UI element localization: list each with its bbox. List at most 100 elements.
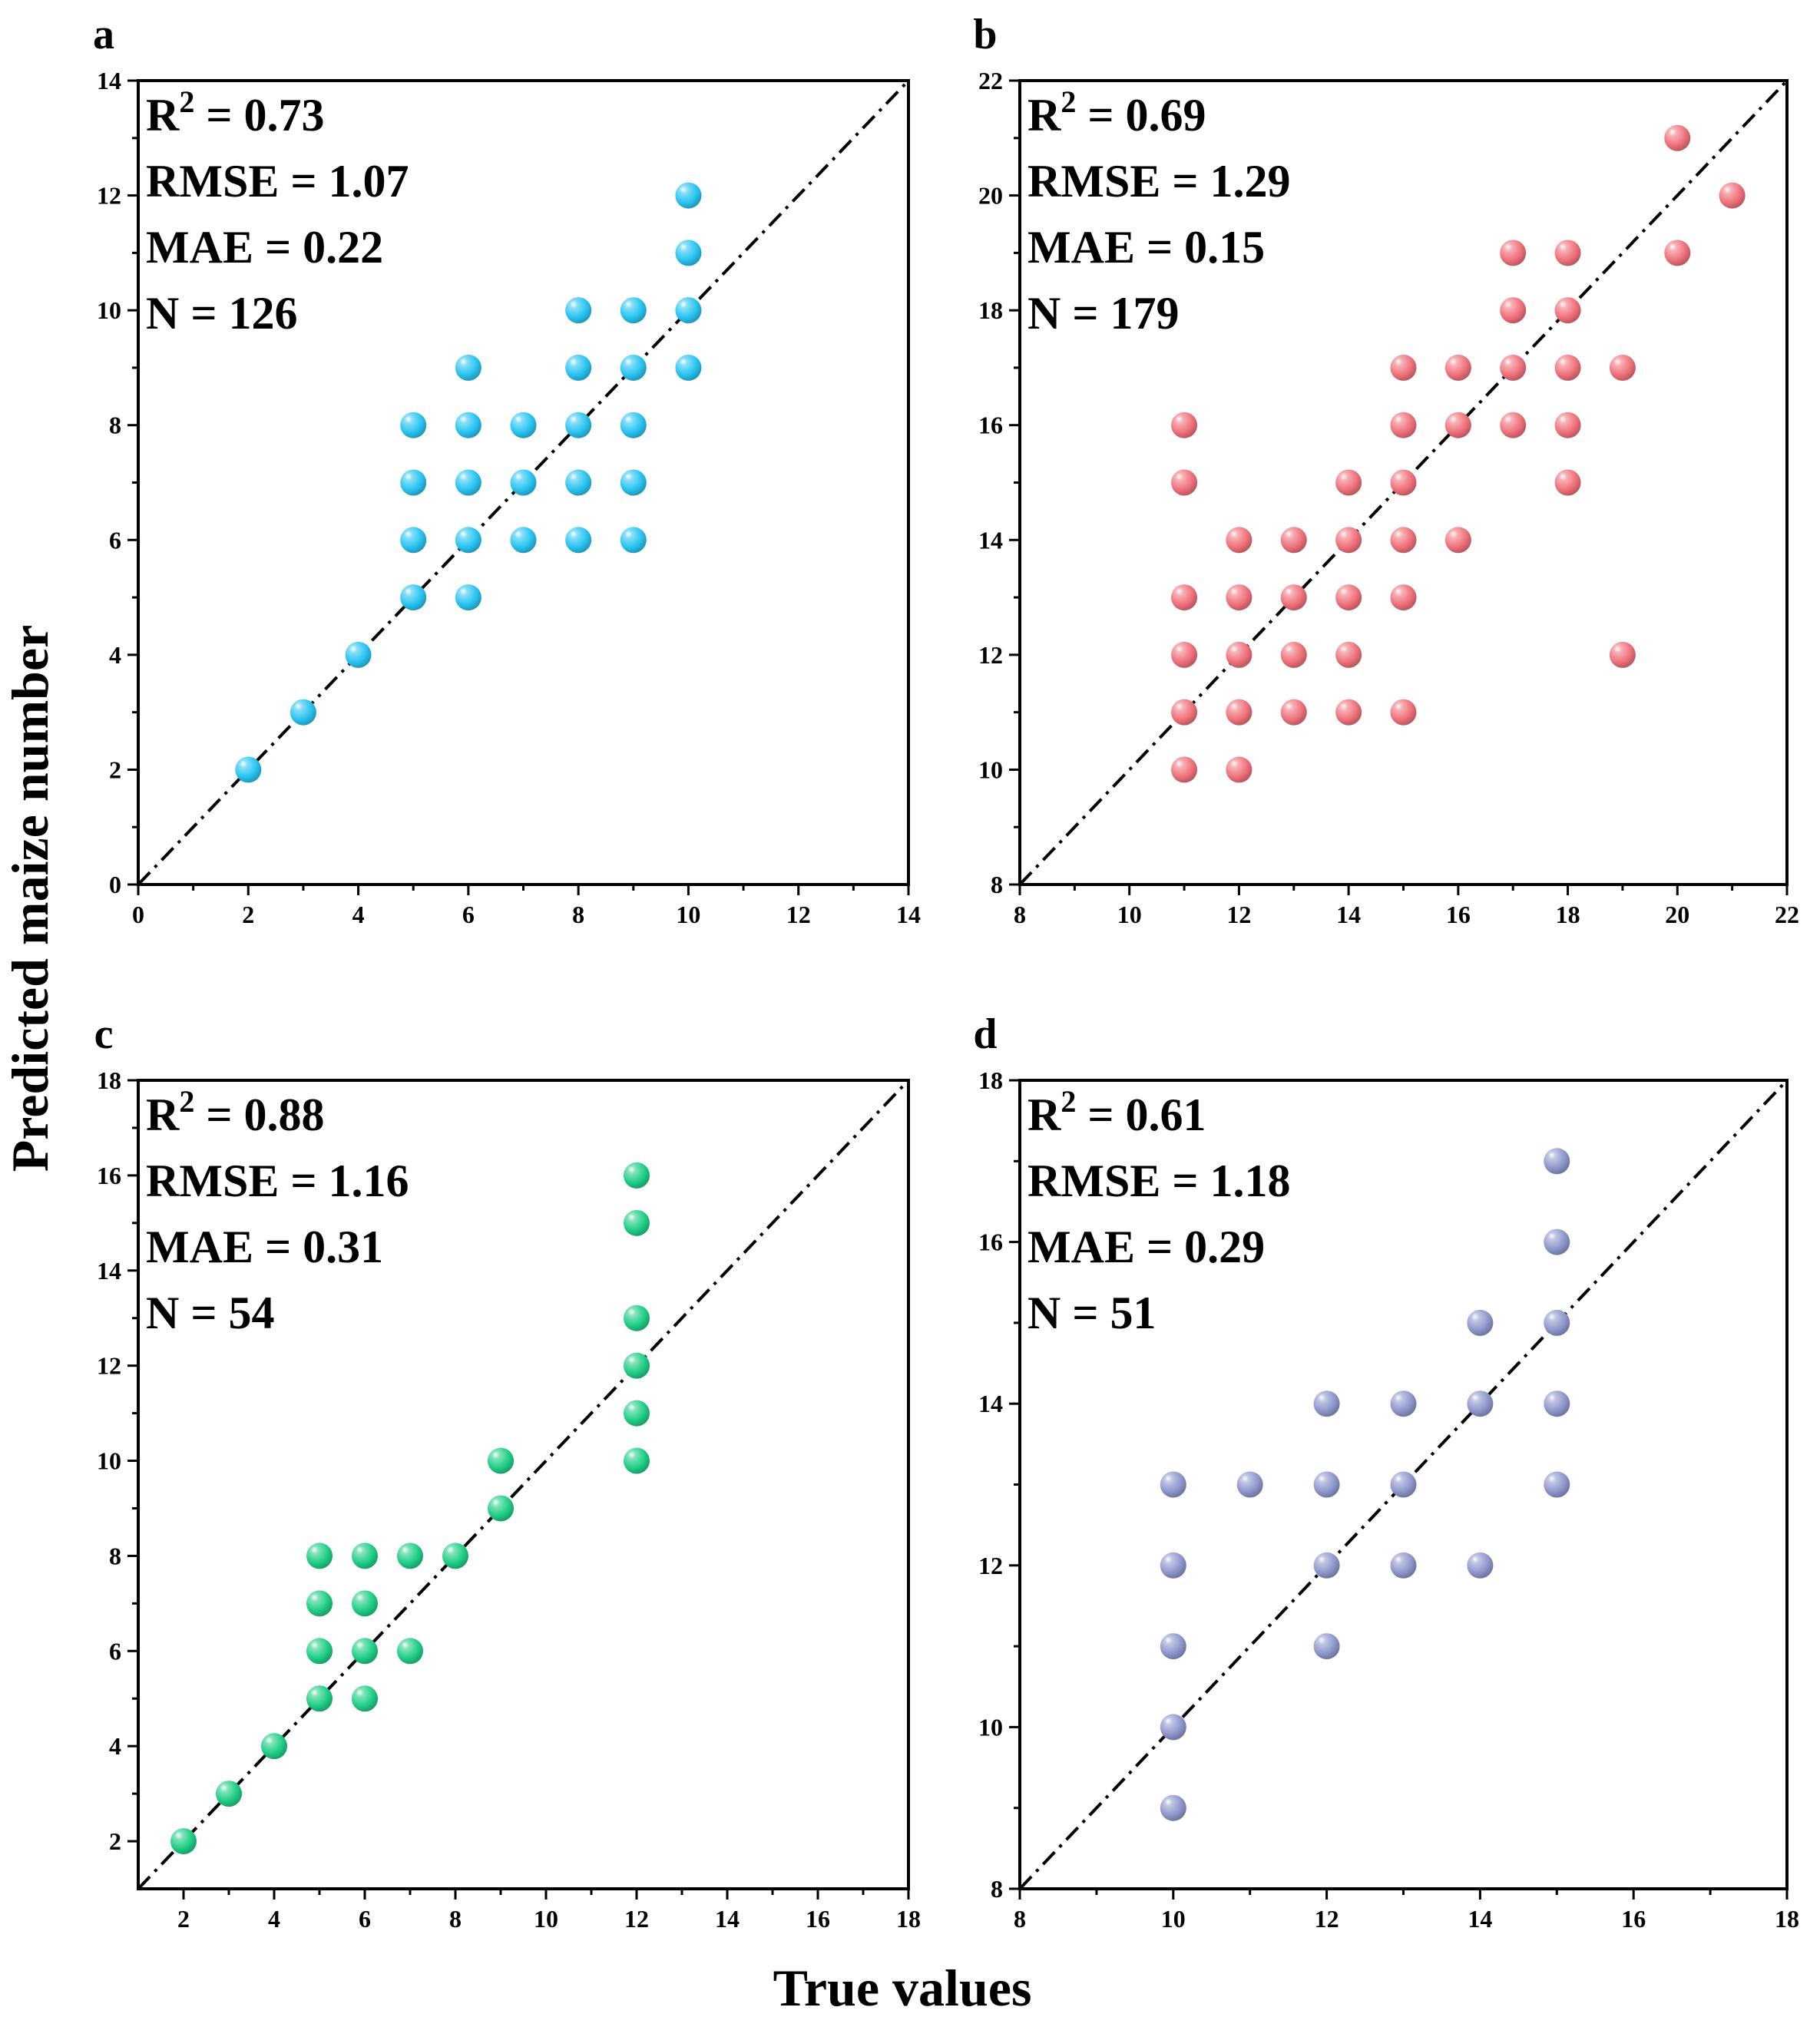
y-tick-label: 16 (97, 1162, 121, 1189)
panel-b: b 8 10 12 14 16 18 20 22 8 10 12 14 16 18 20 22 R2 = 0.69… (973, 11, 1799, 928)
data-point (1226, 584, 1252, 611)
data-point (216, 1781, 242, 1807)
data-point (400, 469, 427, 496)
data-point (1390, 527, 1417, 554)
x-tick-label: 16 (806, 1905, 830, 1933)
panel-c: c 2 4 6 8 10 12 14 16 18 2 4 6 8 10 12 14 16 18 R2 = 0.88 RM… (94, 1010, 921, 1933)
stat-n: N = 54 (146, 1288, 275, 1338)
data-point (1313, 1633, 1340, 1660)
data-point (1544, 1148, 1570, 1175)
y-tick-label: 2 (109, 1827, 121, 1855)
data-point (455, 469, 481, 496)
stat-rmse: RMSE = 1.16 (146, 1156, 409, 1206)
data-point (1390, 1471, 1417, 1498)
stat-n: N = 126 (146, 288, 298, 339)
data-point (1390, 584, 1417, 611)
x-tick-label: 10 (676, 901, 700, 928)
x-tick-label: 4 (268, 1905, 280, 1933)
data-point (1335, 699, 1362, 726)
axes-frame (137, 79, 910, 886)
data-point (1160, 1714, 1186, 1741)
data-point (1335, 469, 1362, 496)
y-tick-label: 18 (97, 1066, 121, 1094)
data-point (352, 1543, 378, 1569)
data-point (620, 297, 647, 324)
data-point (1467, 1390, 1494, 1417)
data-point (1554, 240, 1581, 266)
data-point (1160, 1794, 1186, 1821)
y-tick-label: 12 (97, 1352, 121, 1380)
data-point (455, 584, 481, 611)
data-point (510, 469, 537, 496)
stat-rmse: RMSE = 1.07 (146, 156, 409, 207)
data-point (675, 297, 702, 324)
panel-d: d 8 10 12 14 16 18 8 10 12 14 16 18 R2 = 0.61 RMSE = 1… (973, 1010, 1799, 1933)
x-tick-label: 8 (1014, 901, 1026, 928)
x-tick-label: 18 (896, 1905, 921, 1933)
stat-r2: R2 = 0.88 (146, 1084, 325, 1140)
data-point (306, 1590, 333, 1617)
data-point (624, 1162, 650, 1189)
data-point (1171, 756, 1198, 783)
y-axis-title: Predicted maize number (1, 625, 59, 1172)
y-tick-label: 12 (978, 1552, 1003, 1579)
y-tick-label: 18 (978, 1066, 1003, 1094)
data-point (624, 1304, 650, 1331)
data-point (1664, 124, 1691, 151)
x-tick-label: 14 (1336, 901, 1361, 928)
x-tick-label: 12 (1315, 1905, 1339, 1933)
y-tick-label: 6 (109, 1637, 121, 1665)
data-point (261, 1733, 287, 1760)
y-tick-label: 20 (978, 182, 1003, 210)
data-point (620, 412, 647, 438)
data-point (1280, 584, 1307, 611)
data-point (352, 1685, 378, 1712)
x-tick-label: 8 (572, 901, 584, 928)
x-axis-title: True values (773, 1959, 1032, 2017)
data-point (1390, 1552, 1417, 1579)
data-point (1313, 1390, 1340, 1417)
x-tick-label: 22 (1775, 901, 1799, 928)
data-point (345, 641, 372, 668)
data-point (1335, 584, 1362, 611)
data-point (1719, 182, 1746, 209)
stat-mae: MAE = 0.31 (146, 1222, 383, 1272)
data-point (1160, 1471, 1186, 1498)
y-tick-label: 6 (109, 526, 121, 554)
x-tick-label: 2 (177, 1905, 190, 1933)
stat-r2: R2 = 0.73 (146, 84, 325, 141)
data-point (1544, 1471, 1570, 1498)
x-tick-label: 12 (1226, 901, 1251, 928)
data-point (1554, 469, 1581, 496)
data-point (400, 527, 427, 554)
data-point (510, 527, 537, 554)
data-point (1171, 641, 1198, 668)
data-point (620, 527, 647, 554)
axes-frame (1018, 79, 1789, 886)
data-point (235, 756, 262, 783)
y-tick-label: 14 (97, 67, 121, 94)
data-point (1280, 699, 1307, 726)
x-tick-label: 20 (1665, 901, 1689, 928)
data-point (1390, 1390, 1417, 1417)
data-point (1444, 354, 1471, 381)
y-tick-label: 0 (109, 871, 121, 898)
y-tick-label: 10 (97, 1447, 121, 1475)
data-point (352, 1638, 378, 1665)
data-point (1500, 412, 1527, 438)
x-tick-label: 4 (352, 901, 365, 928)
y-tick-label: 22 (978, 67, 1003, 94)
data-point (1500, 240, 1527, 266)
data-point (1390, 469, 1417, 496)
data-point (620, 469, 647, 496)
x-tick-label: 0 (132, 901, 144, 928)
stat-mae: MAE = 0.29 (1027, 1222, 1265, 1272)
y-tick-label: 14 (978, 526, 1003, 554)
panel-letter: a (93, 11, 114, 58)
data-point (1280, 527, 1307, 554)
data-point (1171, 699, 1198, 726)
data-point (397, 1543, 423, 1569)
data-point (1160, 1633, 1186, 1660)
stat-rmse: RMSE = 1.18 (1027, 1156, 1291, 1206)
